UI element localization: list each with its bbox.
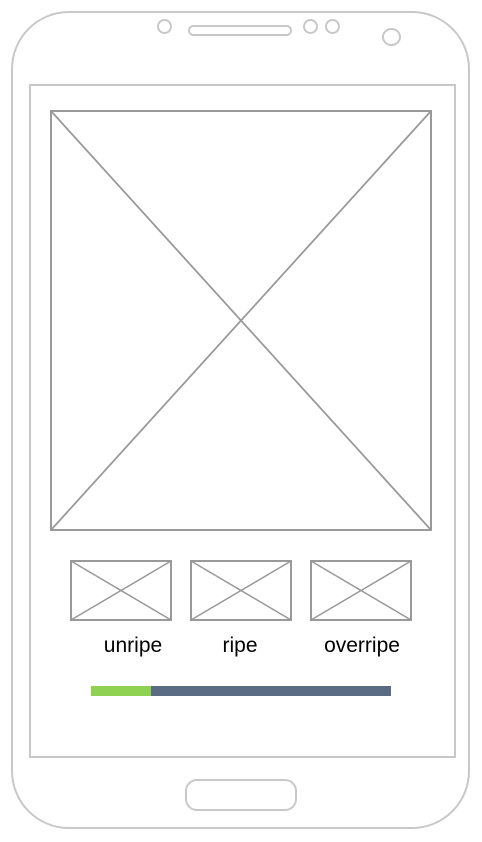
- label-overripe: overripe: [324, 634, 400, 657]
- hero-image-placeholder: [50, 110, 432, 531]
- image-placeholder-icon: [310, 560, 412, 621]
- proximity-sensor-icon: [157, 19, 172, 34]
- label-unripe: unripe: [103, 634, 163, 657]
- image-placeholder-icon: [190, 560, 292, 621]
- ripeness-progress-bar: [91, 686, 391, 696]
- image-placeholder-icon: [70, 560, 172, 621]
- sensor-dot-icon: [303, 19, 318, 34]
- thumbnail-unripe[interactable]: [70, 560, 172, 621]
- sensor-dot-icon: [325, 19, 340, 34]
- home-button[interactable]: [185, 779, 297, 811]
- image-placeholder-icon: [50, 110, 432, 531]
- front-camera-icon: [382, 28, 401, 46]
- thumbnail-ripe[interactable]: [190, 560, 292, 621]
- ripeness-progress-fill: [91, 686, 151, 696]
- earpiece-speaker-icon: [188, 25, 292, 36]
- thumbnail-overripe[interactable]: [310, 560, 412, 621]
- label-ripe: ripe: [222, 634, 258, 657]
